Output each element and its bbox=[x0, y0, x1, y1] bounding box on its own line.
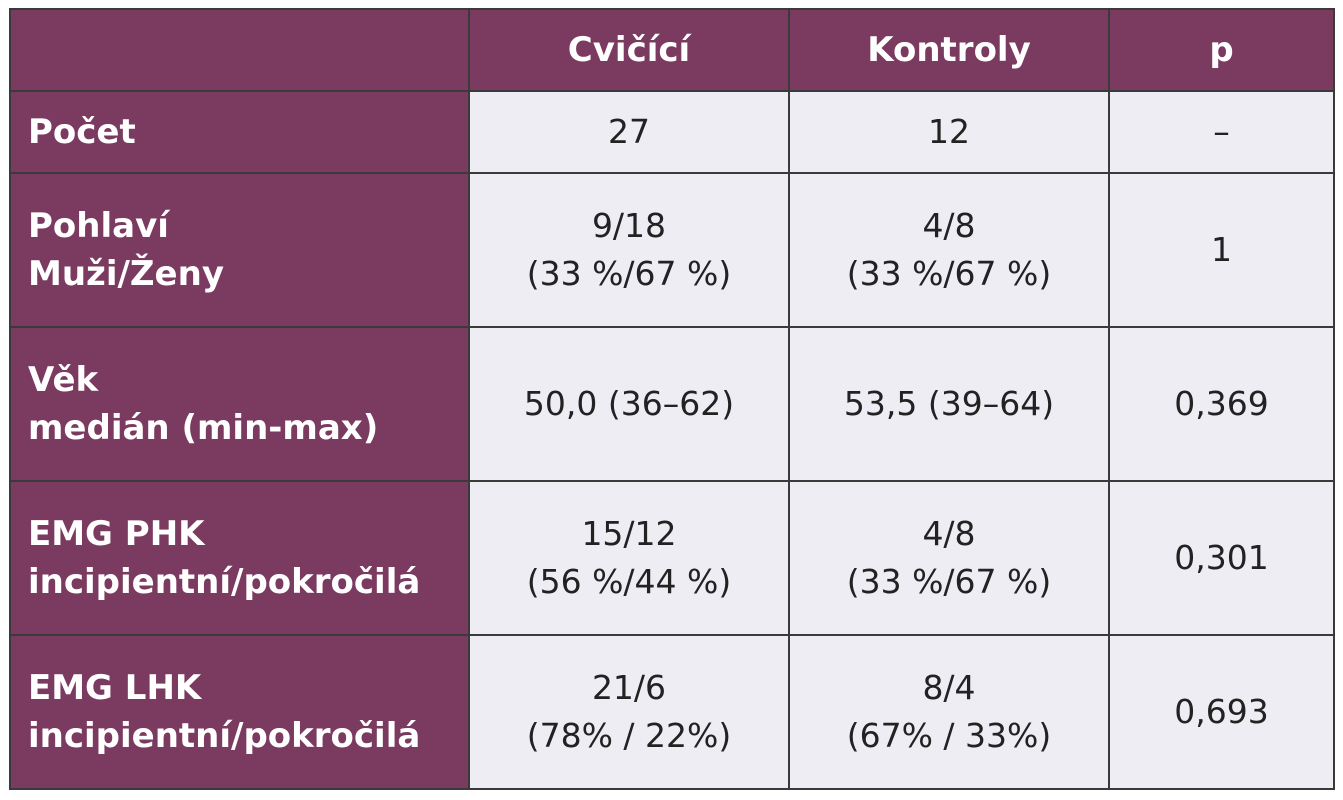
cell-percent: (67% / 33%) bbox=[846, 716, 1052, 755]
cell-kontroly: 8/4 (67% / 33%) bbox=[788, 634, 1110, 790]
cell-percent: (33 %/67 %) bbox=[846, 254, 1052, 293]
column-header-kontroly: Kontroly bbox=[788, 8, 1110, 92]
row-label-subline: Muži/Ženy bbox=[28, 254, 224, 294]
cell-value: 21/6 bbox=[591, 668, 667, 707]
data-table: Cvičící Kontroly p Počet 27 12 – Pohlaví… bbox=[9, 8, 1335, 790]
row-header-vek: Věk medián (min-max) bbox=[9, 326, 470, 482]
cell-percent: (78% / 22%) bbox=[526, 716, 732, 755]
cell-value: 8/4 bbox=[922, 668, 976, 707]
table-row-vek: Věk medián (min-max) 50,0 (36–62) 53,5 (… bbox=[9, 326, 1335, 482]
header-row: Cvičící Kontroly p bbox=[9, 8, 1335, 92]
table-row-pocet: Počet 27 12 – bbox=[9, 90, 1335, 174]
cell-kontroly: 12 bbox=[788, 90, 1110, 174]
cell-percent: (33 %/67 %) bbox=[846, 562, 1052, 601]
cell-value: 15/12 bbox=[581, 514, 677, 553]
row-label-subline: incipientní/pokročilá bbox=[28, 716, 421, 756]
column-header-cvicici: Cvičící bbox=[468, 8, 790, 92]
table-row-emg-lhk: EMG LHK incipientní/pokročilá 21/6 (78% … bbox=[9, 634, 1335, 790]
row-header-emg-phk: EMG PHK incipientní/pokročilá bbox=[9, 480, 470, 636]
table-row-pohlavi: Pohlaví Muži/Ženy 9/18 (33 %/67 %) 4/8 (… bbox=[9, 172, 1335, 328]
row-header-pocet: Počet bbox=[9, 90, 470, 174]
cell-cvicici: 9/18 (33 %/67 %) bbox=[468, 172, 790, 328]
column-header-p: p bbox=[1108, 8, 1335, 92]
cell-cvicici: 21/6 (78% / 22%) bbox=[468, 634, 790, 790]
cell-p: 0,693 bbox=[1108, 634, 1335, 790]
row-label-line: EMG PHK bbox=[28, 514, 205, 554]
cell-value: 12 bbox=[928, 112, 970, 151]
cell-kontroly: 4/8 (33 %/67 %) bbox=[788, 172, 1110, 328]
cell-p: 1 bbox=[1108, 172, 1335, 328]
cell-cvicici: 15/12 (56 %/44 %) bbox=[468, 480, 790, 636]
cell-value: 53,5 (39–64) bbox=[843, 384, 1055, 423]
cell-p: 0,301 bbox=[1108, 480, 1335, 636]
row-label-subline: medián (min-max) bbox=[28, 408, 379, 448]
cell-percent: (56 %/44 %) bbox=[526, 562, 732, 601]
row-label-line: EMG LHK bbox=[28, 668, 202, 708]
row-label-subline: incipientní/pokročilá bbox=[28, 562, 421, 602]
row-label-line: Počet bbox=[28, 112, 136, 152]
cell-value: 27 bbox=[608, 112, 650, 151]
cell-value: 9/18 bbox=[591, 206, 667, 245]
row-label-line: Pohlaví bbox=[28, 206, 169, 246]
row-label-line: Věk bbox=[28, 360, 99, 400]
row-header-emg-lhk: EMG LHK incipientní/pokročilá bbox=[9, 634, 470, 790]
table-row-emg-phk: EMG PHK incipientní/pokročilá 15/12 (56 … bbox=[9, 480, 1335, 636]
cell-p: – bbox=[1108, 90, 1335, 174]
cell-percent: (33 %/67 %) bbox=[526, 254, 732, 293]
cell-kontroly: 4/8 (33 %/67 %) bbox=[788, 480, 1110, 636]
corner-cell bbox=[9, 8, 470, 92]
cell-p: 0,369 bbox=[1108, 326, 1335, 482]
cell-kontroly: 53,5 (39–64) bbox=[788, 326, 1110, 482]
row-header-pohlavi: Pohlaví Muži/Ženy bbox=[9, 172, 470, 328]
cell-cvicici: 27 bbox=[468, 90, 790, 174]
cell-cvicici: 50,0 (36–62) bbox=[468, 326, 790, 482]
cell-value: 50,0 (36–62) bbox=[523, 384, 735, 423]
cell-value: 4/8 bbox=[922, 206, 976, 245]
cell-value: 4/8 bbox=[922, 514, 976, 553]
